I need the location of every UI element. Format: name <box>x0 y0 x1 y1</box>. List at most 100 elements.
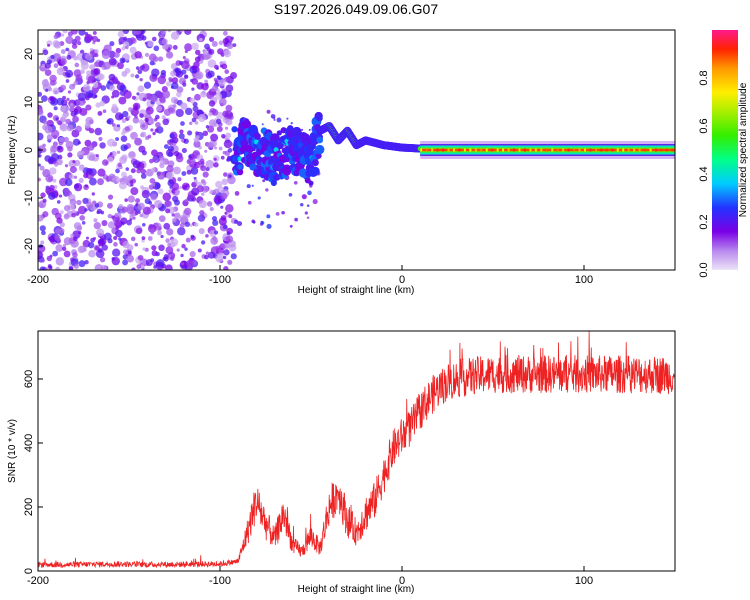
heatmap-cell <box>600 148 603 152</box>
heatmap-cell <box>153 45 160 52</box>
heatmap-cell <box>94 263 104 270</box>
heatmap-cell <box>123 175 129 181</box>
heatmap-cell <box>227 148 233 153</box>
heatmap-cell <box>86 143 95 151</box>
heatmap-cell <box>190 234 195 239</box>
heatmap-cell <box>171 213 175 217</box>
y-tick-label: -10 <box>23 190 35 206</box>
heatmap-cell <box>61 246 67 251</box>
heatmap-cell <box>107 118 114 125</box>
heatmap-cell <box>150 230 155 235</box>
heatmap-cell <box>80 69 85 74</box>
heatmap-cell <box>209 189 214 193</box>
heatmap-cell <box>60 84 67 91</box>
heatmap-cell <box>55 228 62 235</box>
heatmap-cell <box>594 148 597 152</box>
heatmap-cell <box>213 162 219 168</box>
heatmap-cell <box>122 259 129 266</box>
heatmap-cell <box>142 206 151 215</box>
heatmap-cell <box>205 159 215 169</box>
heatmap-cell <box>47 43 51 47</box>
heatmap-cell <box>84 52 93 61</box>
heatmap-cell <box>216 118 222 125</box>
heatmap-cell <box>301 194 307 200</box>
heatmap-cell <box>78 165 84 171</box>
heatmap-cell <box>61 113 68 120</box>
heatmap-cell <box>152 155 161 163</box>
heatmap-cell <box>627 148 630 152</box>
heatmap-cell <box>114 112 124 121</box>
heatmap-cell <box>98 136 103 142</box>
heatmap-cell <box>294 217 298 222</box>
heatmap-cell <box>240 139 249 148</box>
heatmap-cell <box>78 260 86 268</box>
heatmap-cell <box>73 236 78 242</box>
heatmap-cell <box>38 147 42 155</box>
heatmap-cell <box>225 132 231 139</box>
heatmap-cell <box>246 184 251 189</box>
heatmap-cell <box>98 73 105 80</box>
y-tick-label: 200 <box>23 498 35 516</box>
heatmap-cell <box>143 81 152 89</box>
heatmap-cell <box>195 71 204 80</box>
heatmap-cell <box>157 226 162 231</box>
heatmap-cell <box>155 114 160 120</box>
heatmap-cell <box>219 61 224 66</box>
heatmap-cell <box>93 61 100 68</box>
heatmap-cell <box>75 125 82 133</box>
heatmap-cell <box>65 79 70 83</box>
heatmap-cell <box>151 245 157 251</box>
heatmap-cell <box>158 244 165 252</box>
heatmap-cell <box>551 148 554 152</box>
heatmap-cell <box>87 75 96 84</box>
heatmap-cell <box>151 36 157 42</box>
heatmap-cell <box>45 174 54 183</box>
heatmap-cell <box>131 267 136 270</box>
heatmap-cell <box>85 236 90 240</box>
heatmap-cell <box>161 115 166 120</box>
heatmap-cell <box>202 171 209 178</box>
heatmap-cell <box>222 224 228 230</box>
heatmap-cell <box>217 252 225 260</box>
heatmap-cell <box>79 107 88 116</box>
heatmap-cell <box>142 247 146 251</box>
x-tick-label: 0 <box>399 575 405 587</box>
heatmap-cell <box>44 78 48 83</box>
heatmap-cell <box>567 148 570 152</box>
heatmap-cell <box>215 180 223 189</box>
heatmap-cell <box>300 202 304 207</box>
heatmap-cell <box>212 85 219 92</box>
heatmap-cell <box>99 257 106 263</box>
heatmap-cell <box>149 60 155 66</box>
heatmap-cell <box>42 120 48 125</box>
heatmap-cell <box>266 223 272 229</box>
heatmap-cell <box>107 202 113 209</box>
heatmap-cell <box>141 189 151 199</box>
heatmap-cell <box>207 59 217 68</box>
heatmap-cell <box>185 107 193 116</box>
heatmap-cell <box>496 148 499 152</box>
heatmap-cell <box>197 214 206 222</box>
heatmap-cell <box>458 148 461 152</box>
heatmap-cell <box>71 43 78 49</box>
heatmap-cell <box>151 182 156 187</box>
heatmap-cell <box>281 210 285 215</box>
heatmap-cell <box>80 61 89 70</box>
heatmap-cell <box>300 133 311 143</box>
heatmap-cell <box>225 204 234 213</box>
heatmap-cell <box>273 118 276 121</box>
heatmap-cell <box>171 217 177 223</box>
heatmap-cell <box>62 95 66 100</box>
snr-chart: -200 -100 0 100 0 200 400 600 Height of straig… <box>7 330 676 595</box>
heatmap-cell <box>220 205 224 209</box>
heatmap-cell <box>52 250 59 257</box>
heatmap-cell <box>126 203 134 211</box>
heatmap-cell <box>660 148 663 152</box>
heatmap-cell <box>262 179 266 183</box>
heatmap-cell <box>38 214 44 222</box>
heatmap-cell <box>167 151 173 157</box>
heatmap-cell <box>63 237 72 246</box>
heatmap-cell <box>247 200 252 205</box>
heatmap-cell <box>65 118 71 125</box>
heatmap-cell <box>157 188 164 195</box>
